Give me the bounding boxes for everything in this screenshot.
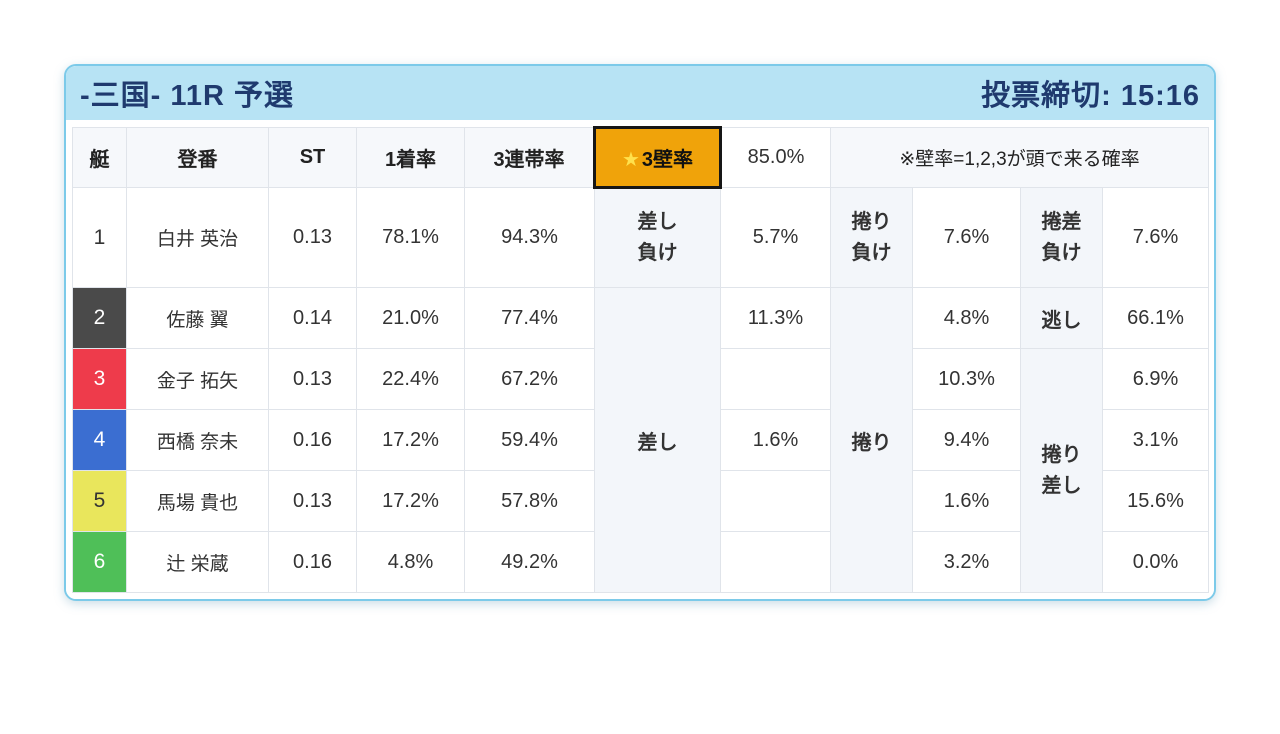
wall-rate-note: ※壁率=1,2,3が頭で来る確率 xyxy=(829,127,1210,188)
col-header-reg: 登番 xyxy=(126,127,269,188)
sashi-prob xyxy=(720,531,831,593)
makuri-prob: 9.4% xyxy=(912,409,1021,471)
boat-number: 1 xyxy=(72,187,127,288)
boat-number: 6 xyxy=(72,531,127,593)
top3-value: 59.4% xyxy=(464,409,595,471)
wall-rate-value: 85.0% xyxy=(720,127,831,188)
boat-number: 5 xyxy=(72,470,127,532)
table-row: 3 金子 拓矢 0.13 22.4% 67.2% 10.3% 捲り 差し 6.9… xyxy=(72,348,1210,593)
table-row: 5 馬場 貴也 0.13 17.2% 57.8% 1.6% 15.6% xyxy=(72,470,1210,532)
makurizashi-prob: 6.9% xyxy=(1101,348,1210,410)
star-icon: ★ xyxy=(621,149,640,171)
racer-name: 金子 拓矢 xyxy=(126,348,269,410)
makuri-prob: 1.6% xyxy=(912,470,1021,532)
wall-rate-button[interactable]: ★ 3壁率 xyxy=(593,126,722,189)
label-makurizashi: 捲り 差し xyxy=(1020,348,1103,593)
label-nogashi: 逃し xyxy=(1020,287,1103,349)
table-row: 6 辻 栄蔵 0.16 4.8% 49.2% 3.2% 0.0% xyxy=(72,531,1210,593)
st-value: 0.13 xyxy=(268,470,357,532)
sashi-prob: 1.6% xyxy=(720,409,831,471)
col-header-top3: 3連帯率 xyxy=(464,127,595,188)
makuri-prob: 3.2% xyxy=(912,531,1021,593)
sashi-prob: 5.7% xyxy=(720,187,831,288)
sashi-prob xyxy=(720,348,831,410)
st-value: 0.16 xyxy=(268,409,357,471)
racer-name: 西橋 奈未 xyxy=(126,409,269,471)
label-sashi-make: 差し 負け xyxy=(594,187,721,288)
table-row: 2 佐藤 翼 0.14 21.0% 77.4% 差し 11.3% 捲り 4.8%… xyxy=(72,287,1210,593)
racer-name: 辻 栄蔵 xyxy=(126,531,269,593)
win1-value: 17.2% xyxy=(356,409,465,471)
makurizashi-prob: 0.0% xyxy=(1101,531,1210,593)
col-header-boat: 艇 xyxy=(72,127,127,188)
vote-deadline: 投票締切: 15:16 xyxy=(981,80,1200,112)
makurizashi-prob: 3.1% xyxy=(1101,409,1210,471)
race-panel: -三国- 11R 予選 投票締切: 15:16 艇 登番 ST 1着率 3連帯率… xyxy=(64,64,1216,601)
label-makuri: 捲り xyxy=(830,287,913,593)
col-header-st: ST xyxy=(268,127,357,188)
st-value: 0.16 xyxy=(268,531,357,593)
makurizashi-prob: 66.1% xyxy=(1101,287,1210,349)
race-title: -三国- 11R 予選 xyxy=(80,80,295,112)
table-header-row: 艇 登番 ST 1着率 3連帯率 ★ 3壁率 85.0% ※壁率=1,2,3が頭で… xyxy=(72,126,1210,189)
boat-number: 4 xyxy=(72,409,127,471)
sashi-prob xyxy=(720,470,831,532)
top3-value: 67.2% xyxy=(464,348,595,410)
table-row: 1 白井 英治 0.13 78.1% 94.3% 差し 負け 5.7% 捲り 負… xyxy=(72,187,1210,288)
makuri-prob: 10.3% xyxy=(912,348,1021,410)
boat-number: 3 xyxy=(72,348,127,410)
boat-number: 2 xyxy=(72,287,127,349)
label-makurizashi-make: 捲差 負け xyxy=(1020,187,1103,288)
makuri-prob: 4.8% xyxy=(912,287,1021,349)
racer-name: 白井 英治 xyxy=(126,187,269,288)
st-value: 0.14 xyxy=(268,287,357,349)
racer-name: 佐藤 翼 xyxy=(126,287,269,349)
table-wrap: 艇 登番 ST 1着率 3連帯率 ★ 3壁率 85.0% ※壁率=1,2,3が頭で… xyxy=(66,120,1214,599)
race-stats-table: 艇 登番 ST 1着率 3連帯率 ★ 3壁率 85.0% ※壁率=1,2,3が頭で… xyxy=(72,126,1210,593)
panel-header: -三国- 11R 予選 投票締切: 15:16 xyxy=(66,66,1214,120)
st-value: 0.13 xyxy=(268,187,357,288)
label-sashi: 差し xyxy=(594,287,721,593)
win1-value: 17.2% xyxy=(356,470,465,532)
makuri-prob: 7.6% xyxy=(912,187,1021,288)
table-row: 4 西橋 奈未 0.16 17.2% 59.4% 1.6% 9.4% 3.1% xyxy=(72,409,1210,471)
win1-value: 22.4% xyxy=(356,348,465,410)
win1-value: 4.8% xyxy=(356,531,465,593)
sashi-prob: 11.3% xyxy=(720,287,831,349)
top3-value: 49.2% xyxy=(464,531,595,593)
top3-value: 77.4% xyxy=(464,287,595,349)
top3-value: 57.8% xyxy=(464,470,595,532)
win1-value: 78.1% xyxy=(356,187,465,288)
makurizashi-prob: 15.6% xyxy=(1101,470,1210,532)
col-header-win1: 1着率 xyxy=(356,127,465,188)
label-makuri-make: 捲り 負け xyxy=(830,187,913,288)
racer-name: 馬場 貴也 xyxy=(126,470,269,532)
wall-rate-label: 3壁率 xyxy=(641,149,694,171)
win1-value: 21.0% xyxy=(356,287,465,349)
makurizashi-prob: 7.6% xyxy=(1101,187,1210,288)
top3-value: 94.3% xyxy=(464,187,595,288)
st-value: 0.13 xyxy=(268,348,357,410)
